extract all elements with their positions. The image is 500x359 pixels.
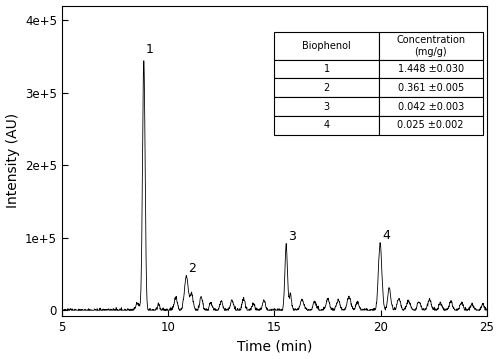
Y-axis label: Intensity (AU): Intensity (AU) [6, 113, 20, 208]
X-axis label: Time (min): Time (min) [237, 340, 312, 354]
Text: 1: 1 [146, 43, 154, 56]
Text: 2: 2 [188, 262, 196, 275]
Text: 3: 3 [288, 230, 296, 243]
Text: 4: 4 [382, 229, 390, 242]
